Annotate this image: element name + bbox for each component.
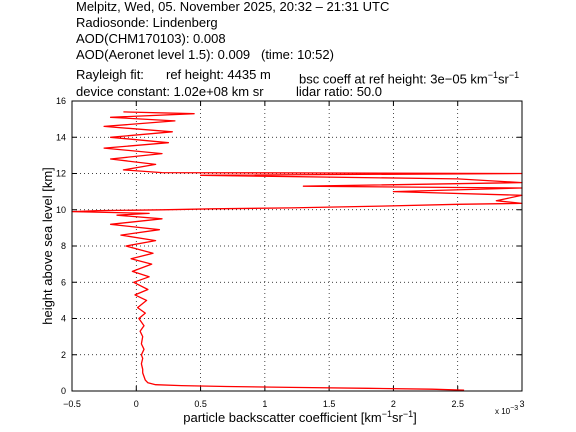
plot-frame <box>71 100 523 392</box>
ticks: −0.5 0 0.5 1 1.5 2 2.5 3 0 2 4 6 8 10 12 14 16 <box>56 96 525 409</box>
backscatter-profile-line <box>71 111 523 391</box>
x-tick-label: 0 <box>134 399 139 409</box>
x-multiplier: x 10−3 <box>495 405 518 416</box>
y-tick-label: 6 <box>61 277 66 287</box>
x-axis-label: particle backscatter coefficient [km−1sr… <box>183 409 416 425</box>
bsc-coeff: bsc coeff at ref height: 3e−05 km−1sr−1 <box>299 67 519 87</box>
bsc-coeff-text: bsc coeff at ref height: 3e−05 km <box>299 71 488 87</box>
y-tick-label: 16 <box>56 96 66 106</box>
header-line-1: Melpitz, Wed, 05. November 2025, 20:32 –… <box>76 0 390 14</box>
y-tick-label: 4 <box>61 314 66 324</box>
x-tick-label: 2 <box>391 399 396 409</box>
y-tick-label: 0 <box>61 386 66 396</box>
x-tick-label: 1.5 <box>323 399 336 409</box>
y-tick-label: 10 <box>56 205 66 215</box>
header-line-2: Radiosonde: Lindenberg <box>76 15 218 30</box>
bsc-coeff-sr: sr <box>498 71 509 87</box>
bsc-coeff-sup-1: −1 <box>487 70 499 80</box>
bsc-coeff-sup-2: −1 <box>508 70 520 80</box>
y-tick-label: 2 <box>61 350 66 360</box>
x-tick-label: 3 <box>519 399 524 409</box>
rayleigh-label: Rayleigh fit: <box>76 67 144 82</box>
x-tick-label: −0.5 <box>63 399 81 409</box>
y-tick-label: 8 <box>61 241 66 251</box>
series-layer <box>71 111 523 391</box>
y-tick-label: 12 <box>56 169 66 179</box>
header-line-3: AOD(CHM170103): 0.008 <box>76 31 226 46</box>
y-axis-label: height above sea level [km] <box>40 167 55 325</box>
lidar-ratio: lidar ratio: 50.0 <box>296 84 382 99</box>
x-tick-label: 1 <box>262 399 267 409</box>
ref-height: ref height: 4435 m <box>166 67 271 82</box>
device-constant: device constant: 1.02e+08 km sr <box>76 84 264 99</box>
x-tick-label: 0.5 <box>194 399 207 409</box>
y-tick-label: 14 <box>56 132 66 142</box>
x-tick-label: 2.5 <box>451 399 464 409</box>
header-line-4: AOD(Aeronet level 1.5): 0.009 (time: 10:… <box>76 47 334 62</box>
